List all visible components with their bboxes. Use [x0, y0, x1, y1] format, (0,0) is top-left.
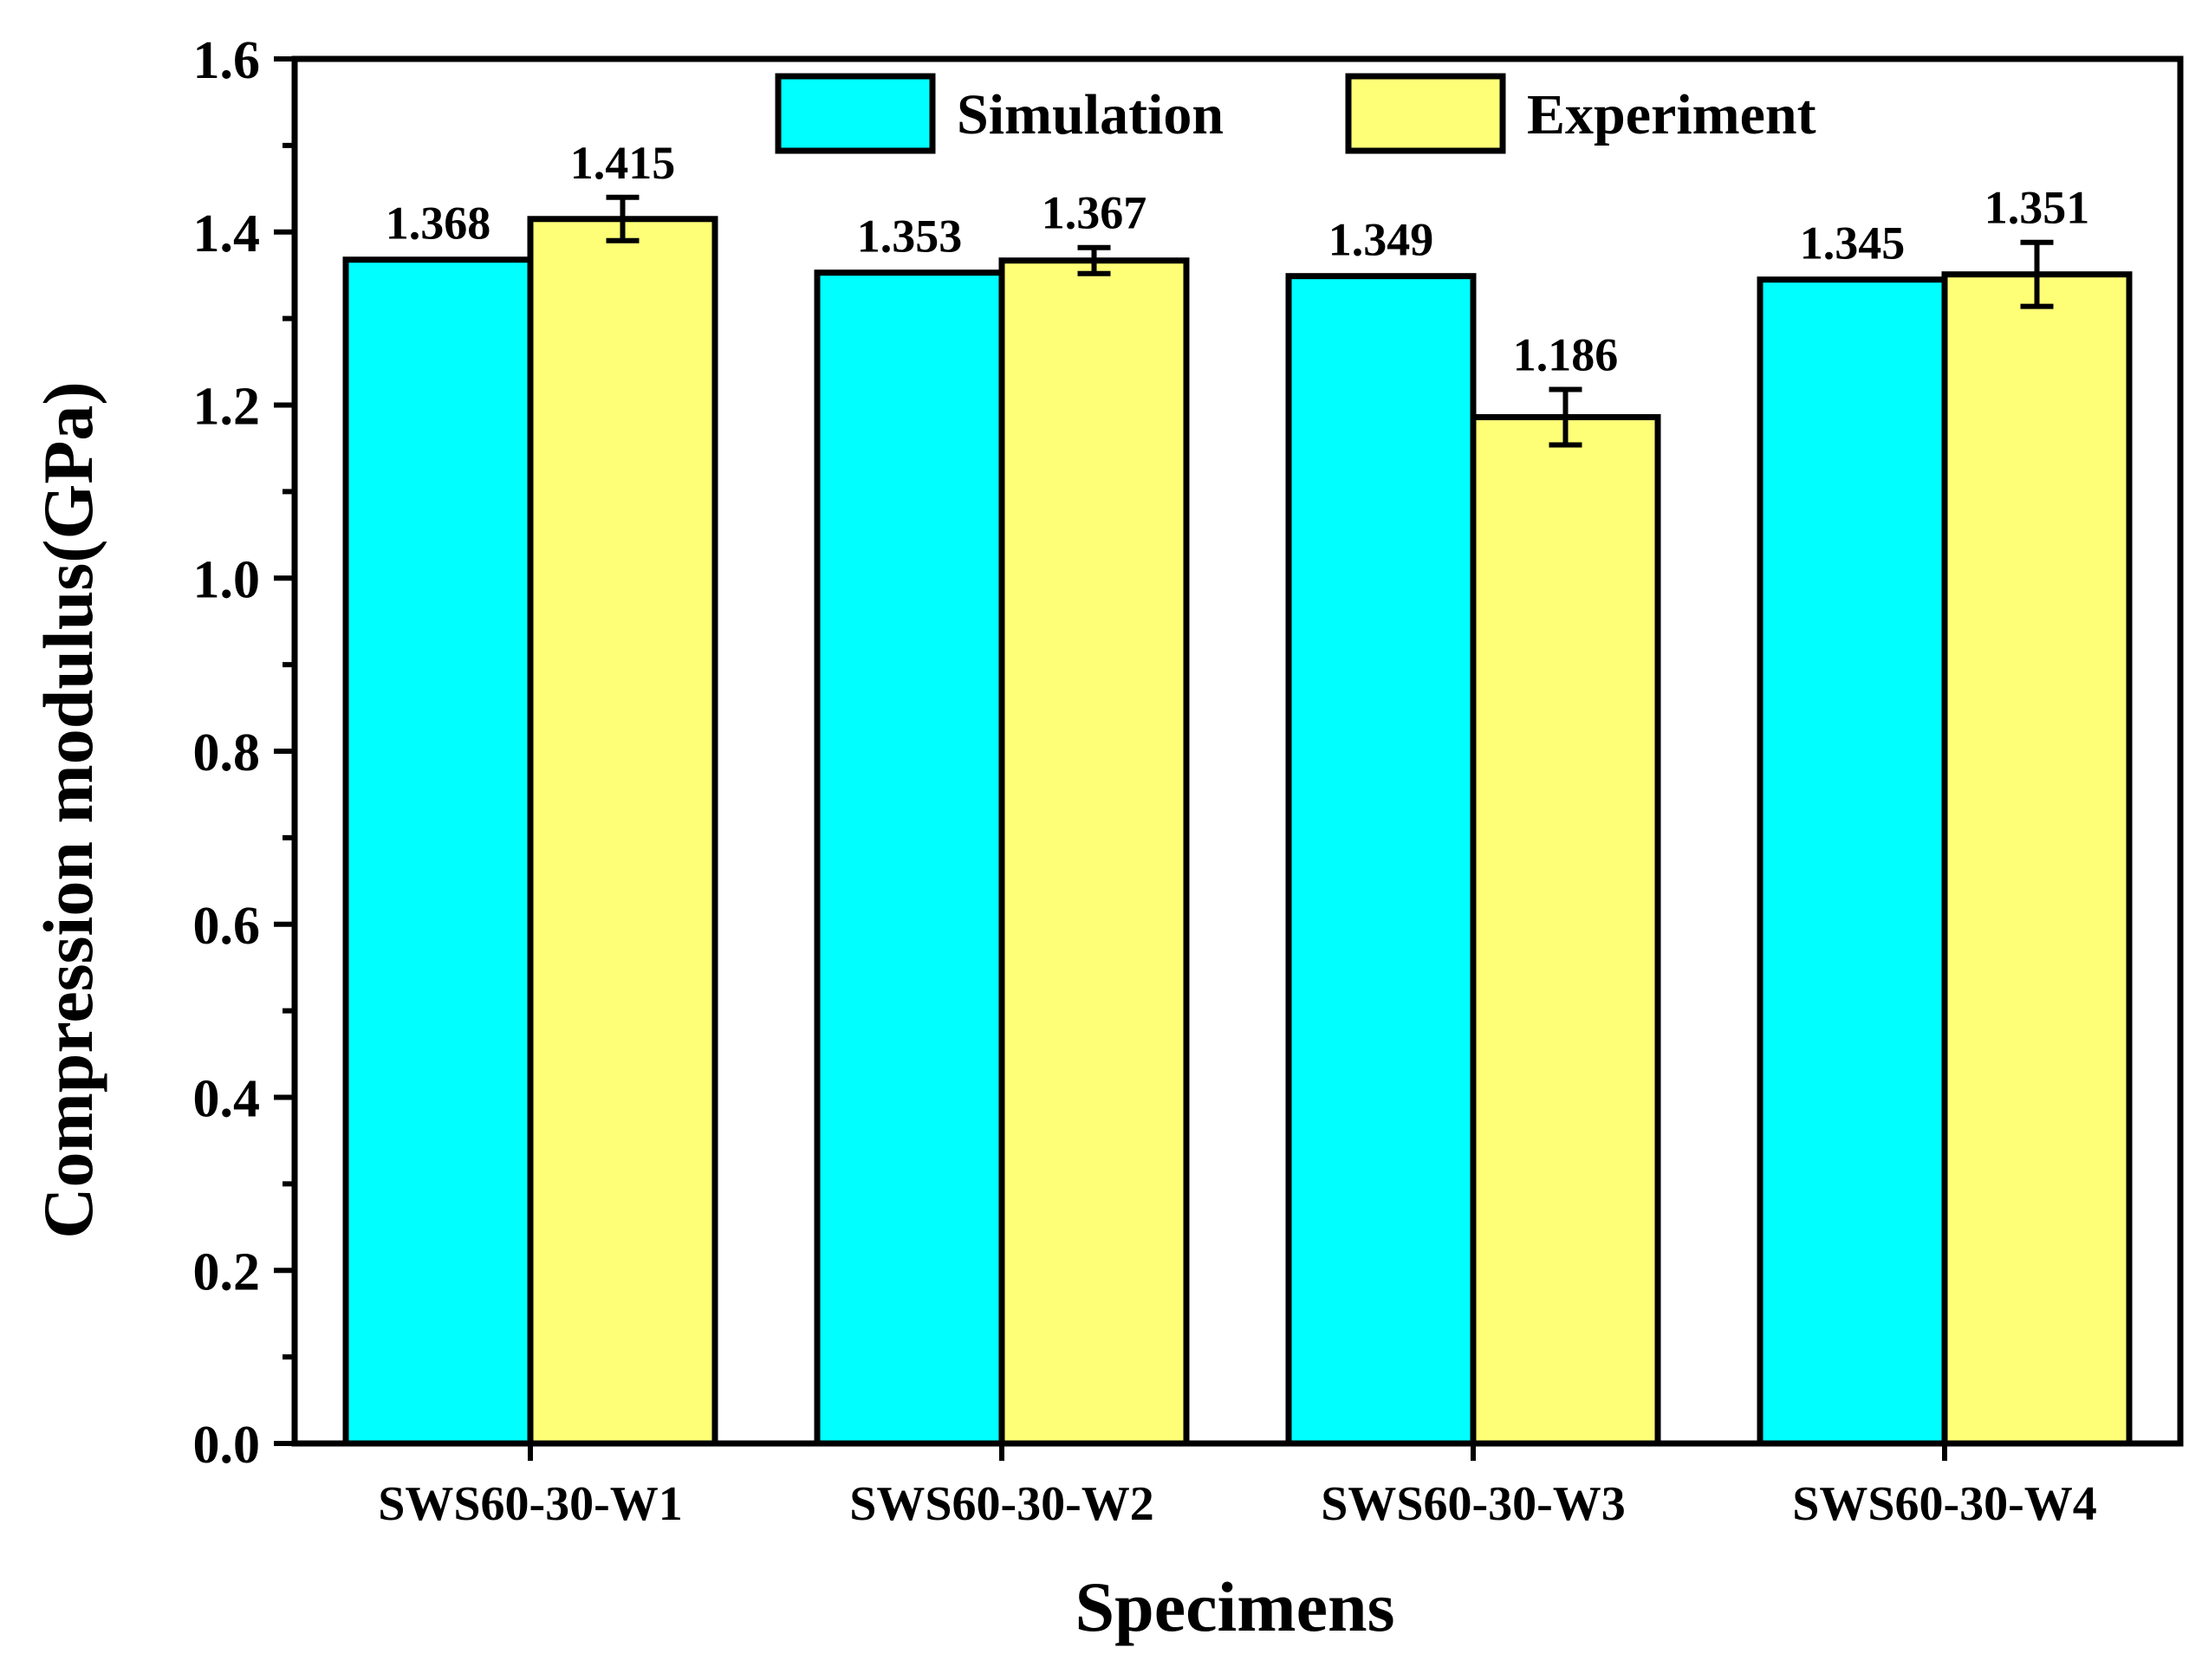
legend-swatch-simulation	[775, 73, 936, 154]
data-label-simulation-1: 1.368	[386, 198, 491, 250]
legend-label-experiment: Experiment	[1527, 83, 1816, 146]
frame-layer: SWS60-30-W1 SWS60-30-W2 SWS60-30-W3 SWS60-3…	[193, 31, 2184, 1531]
y-tick-label-8: 1.6	[193, 31, 261, 90]
data-label-experiment-4: 1.351	[1984, 182, 2090, 234]
data-label-experiment-3: 1.186	[1513, 329, 1619, 381]
x-tick-label-3: SWS60-30-W3	[1321, 1477, 1626, 1531]
bar-simulation-1	[342, 256, 534, 1447]
y-tick-label-5: 1.0	[193, 550, 261, 609]
y-tick-label-1: 0.2	[193, 1242, 261, 1301]
bar-simulation-3	[1285, 273, 1477, 1447]
bar-simulation-2	[814, 269, 1005, 1447]
x-tick-label-1: SWS60-30-W1	[378, 1477, 683, 1531]
data-label-simulation-4: 1.345	[1800, 217, 1906, 269]
x-axis-title: Specimens	[1075, 1567, 1395, 1646]
y-tick-label-7: 1.4	[193, 204, 261, 263]
bar-experiment-2	[998, 257, 1190, 1447]
y-axis-title: Compression modulus(GPa)	[29, 381, 107, 1238]
data-label-experiment-2: 1.367	[1042, 187, 1147, 239]
data-label-simulation-2: 1.353	[857, 211, 963, 263]
legend-label-simulation: Simulation	[957, 83, 1224, 146]
x-tick-label-2: SWS60-30-W2	[849, 1477, 1154, 1531]
y-tick-label-2: 0.4	[193, 1070, 261, 1129]
bar-experiment-4	[1941, 271, 2133, 1447]
x-tick-label-4: SWS60-30-W4	[1792, 1477, 2097, 1531]
bar-simulation-4	[1757, 276, 1948, 1447]
legend: Simulation Experiment	[775, 73, 1816, 154]
y-tick-label-6: 1.2	[193, 378, 261, 437]
bar-experiment-1	[527, 216, 718, 1447]
data-label-simulation-3: 1.349	[1328, 214, 1434, 266]
bars-layer: 1.368 1.415 1.353 1.367 1.349 1.186 1.345 1.351	[342, 137, 2133, 1447]
legend-swatch-experiment	[1345, 73, 1506, 154]
y-tick-label-0: 0.0	[193, 1416, 261, 1475]
y-tick-label-3: 0.6	[193, 897, 261, 956]
bar-experiment-3	[1470, 413, 1661, 1447]
y-tick-label-4: 0.8	[193, 723, 261, 782]
data-label-experiment-1: 1.415	[570, 137, 676, 189]
